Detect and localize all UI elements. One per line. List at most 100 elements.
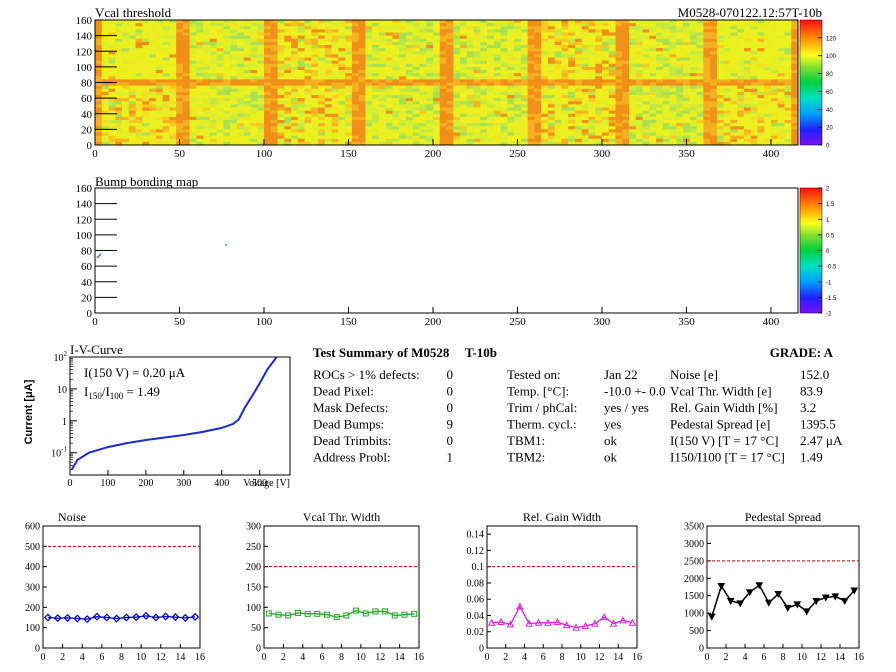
bump-map-x-tick-label: 50 xyxy=(174,316,186,328)
summary-chart-y-tick-label: 0 xyxy=(699,644,704,655)
summary-chart-y-tick-label: 0.12 xyxy=(467,546,485,557)
summary-chart-point xyxy=(112,614,121,623)
summary-chart-point xyxy=(572,623,580,631)
summary-chart-point xyxy=(525,619,534,627)
summary-value: yes xyxy=(604,417,621,432)
summary-chart-y-tick-label: 0.06 xyxy=(467,595,485,606)
summary-chart-point xyxy=(401,611,408,618)
iv-x-tick-label: 300 xyxy=(176,478,191,489)
summary-chart-point xyxy=(151,613,160,622)
summary-chart-x-tick-label: 4 xyxy=(522,652,527,663)
bump-palette-tick-label: -1.5 xyxy=(826,296,837,302)
summary-chart-point xyxy=(609,619,618,627)
summary-chart-x-tick-label: 14 xyxy=(835,652,845,663)
summary-chart-y-tick-label: 2000 xyxy=(684,574,704,585)
summary-value: 3.2 xyxy=(800,400,816,415)
summary-chart-point xyxy=(534,618,543,626)
vcal-palette-tick-label: 40 xyxy=(826,108,833,114)
summary-rows: ROCs > 1% defects: 0 Dead Pixel: 0 Mask Defe… xyxy=(313,367,843,465)
summary-chart-point xyxy=(314,610,321,617)
summary-label: Rel. Gain Width [%] xyxy=(670,400,778,415)
summary-chart-title: Rel. Gain Width xyxy=(523,510,601,524)
summary-chart-x-tick-label: 4 xyxy=(743,652,748,663)
bump-map-x-tick-label: 200 xyxy=(425,316,442,328)
summary-chart-point xyxy=(707,613,716,621)
iv-x-tick-label: 500 xyxy=(252,478,267,489)
summary-chart-point xyxy=(600,613,609,621)
summary-chart-point xyxy=(562,621,571,629)
summary-label: Noise [e] xyxy=(670,367,718,382)
summary-chart-y-tick-label: 250 xyxy=(246,542,261,553)
summary-chart-point xyxy=(544,618,552,626)
summary-chart-y-tick-label: 0 xyxy=(479,644,484,655)
summary-chart-point xyxy=(391,612,398,619)
summary-chart-x-tick-label: 6 xyxy=(320,652,325,663)
vcal-map-axes: 0 50 100 150 200 250 300 350 400 0 20 40 60 80 100 120 1… xyxy=(76,15,780,160)
bump-palette-tick-label: 2 xyxy=(826,187,830,193)
summary-label: Trim / phCal: xyxy=(507,400,577,415)
vcal-palette-tick-label: 80 xyxy=(826,72,833,78)
test-summary: Test Summary of M0528 T-10b GRADE: A ROC… xyxy=(313,345,843,465)
summary-chart-y-tick-label: 500 xyxy=(689,626,704,637)
vcal-map-x-tick-label: 150 xyxy=(340,148,357,160)
summary-label: Tested on: xyxy=(507,367,561,382)
vcal-map-y-tick-label: 160 xyxy=(76,15,93,27)
summary-value: 1395.5 xyxy=(800,417,836,432)
iv-x-tick-label: 200 xyxy=(138,478,153,489)
vcal-palette-axis: 0 20 40 60 80 100 120 xyxy=(818,36,837,150)
summary-chart-point xyxy=(821,594,830,602)
iv-annotation-current: I(150 V) = 0.20 μA xyxy=(84,365,186,380)
bump-palette-axis: -2 -1.5 -1 -0.5 0 0.5 1 1.5 2 xyxy=(818,187,837,318)
summary-chart-frame xyxy=(486,525,638,649)
summary-chart-point xyxy=(372,608,379,615)
summary-chart-x-tick-label: 8 xyxy=(119,652,124,663)
vcal-map-y-tick-label: 40 xyxy=(81,109,93,121)
summary-chart-point xyxy=(161,612,170,621)
summary-chart-point xyxy=(343,612,350,619)
bump-palette-tick-label: -1 xyxy=(826,280,832,286)
summary-chart-x-tick-label: 10 xyxy=(136,652,146,663)
summary-chart-x-tick-label: 6 xyxy=(541,652,546,663)
summary-chart-point xyxy=(304,610,311,617)
iv-axes: 0 100 200 300 400 500 10-1 1 10 102 xyxy=(51,350,267,489)
summary-chart-point xyxy=(793,601,802,609)
summary-chart-point xyxy=(132,613,141,622)
bump-defect-mark xyxy=(96,253,102,259)
summary-value: 2.47 μA xyxy=(800,433,843,448)
summary-chart-point xyxy=(353,607,360,614)
summary-chart-x-tick-label: 8 xyxy=(560,652,565,663)
summary-chart-x-tick-label: 4 xyxy=(300,652,305,663)
summary-chart-1: Noise 0 2 4 6 8 10 12 14 16 0 100 200 300 400 500 600 xyxy=(25,510,205,663)
summary-chart-y-tick-label: 3000 xyxy=(684,539,704,550)
vcal-threshold-map: 0 50 100 150 200 250 300 350 4000204060801001201… xyxy=(76,5,837,160)
summary-chart-4: Pedestal Spread 0 2 4 6 8 10 12 14 16 0 500 1000 1500… xyxy=(684,510,864,663)
summary-chart-point xyxy=(102,613,111,622)
vcal-map-x-tick-label: 400 xyxy=(763,148,780,160)
summary-chart-x-tick-label: 6 xyxy=(762,652,767,663)
bump-map-x-tick-label: 300 xyxy=(594,316,611,328)
bump-palette-tick-label: 0 xyxy=(826,249,830,255)
summary-chart-y-tick-label: 100 xyxy=(246,603,261,614)
bump-map-x-tick-label: 350 xyxy=(678,316,695,328)
summary-chart-x-tick-label: 16 xyxy=(632,652,642,663)
summary-chart-point xyxy=(581,621,590,630)
bump-palette-tick-label: 0.5 xyxy=(826,233,835,239)
summary-chart-point xyxy=(92,612,102,621)
summary-chart-point xyxy=(802,608,811,616)
bump-map-axes: 0 50 100 150 200 250 300 350 400 0 20 40 60 80 100 120 1… xyxy=(76,183,780,328)
vcal-map-x-tick-label: 200 xyxy=(425,148,442,160)
summary-chart-x-tick-label: 16 xyxy=(414,652,424,663)
bump-map-y-tick-label: 40 xyxy=(81,277,93,289)
iv-x-tick-label: 100 xyxy=(100,478,115,489)
summary-value: yes / yes xyxy=(604,400,649,415)
summary-value: 0 xyxy=(447,433,454,448)
bump-palette-tick-label: 1 xyxy=(826,218,830,224)
summary-chart-point xyxy=(294,610,301,617)
summary-chart-title: Pedestal Spread xyxy=(745,510,821,524)
bump-map-x-tick-label: 150 xyxy=(340,316,357,328)
vcal-palette-tick-label: 20 xyxy=(826,126,833,132)
summary-value: -10.0 +- 0.0 xyxy=(604,384,666,399)
iv-y-tick-label: 10 xyxy=(57,385,67,396)
summary-value: ok xyxy=(604,450,618,465)
